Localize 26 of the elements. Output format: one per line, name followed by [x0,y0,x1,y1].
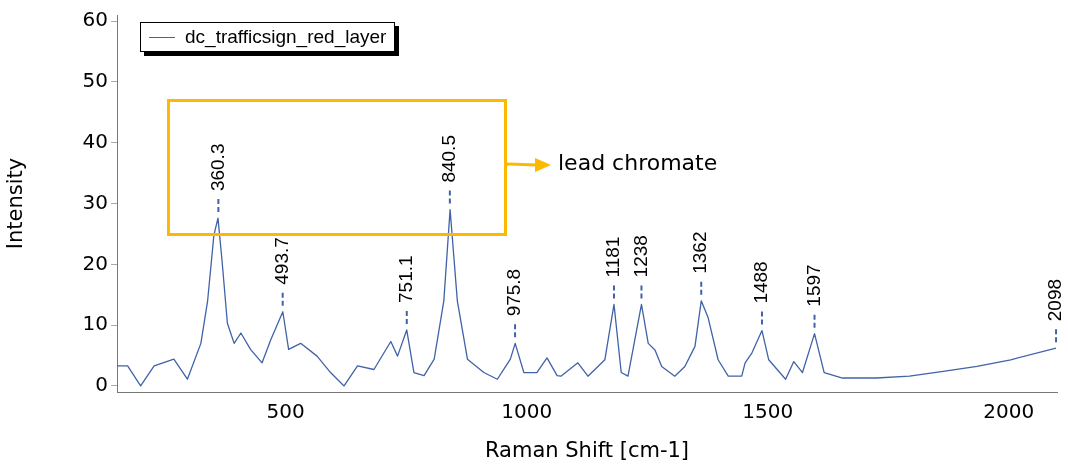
y-tick-label: 10 [82,311,108,336]
y-axis-title: Intensity [3,157,28,250]
annotation: lead chromate [558,150,718,175]
annotation: 1362 [689,231,711,274]
y-tick-label: 0 [95,372,108,397]
annotation: 751.1 [395,255,416,303]
y-tick-label: 20 [82,250,108,275]
annotation: 1488 [750,261,772,304]
y-tick-label: 40 [82,128,108,153]
annotation: 493.7 [270,237,292,285]
y-tick-label: 50 [82,68,108,93]
x-axis-title: Raman Shift [cm-1] [484,437,690,462]
y-tick-label: 30 [82,189,108,214]
annotation: 975.8 [503,268,525,317]
annotation: 360.3 [206,143,228,192]
annotation: 840.5 [438,135,460,183]
x-tick-label: 1000 [501,399,553,424]
x-tick-label: 500 [266,399,305,424]
y-tick-label: 60 [82,7,108,32]
annotation: 1238 [629,235,651,278]
legend-label: dc_trafficsign_red_layer [185,26,387,48]
annotation: 1597 [802,264,824,307]
x-tick-label: 1500 [742,399,794,424]
annotation: 1181 [602,236,624,278]
annotation: 2098 [1044,278,1066,322]
x-tick-label: 2000 [983,399,1035,424]
